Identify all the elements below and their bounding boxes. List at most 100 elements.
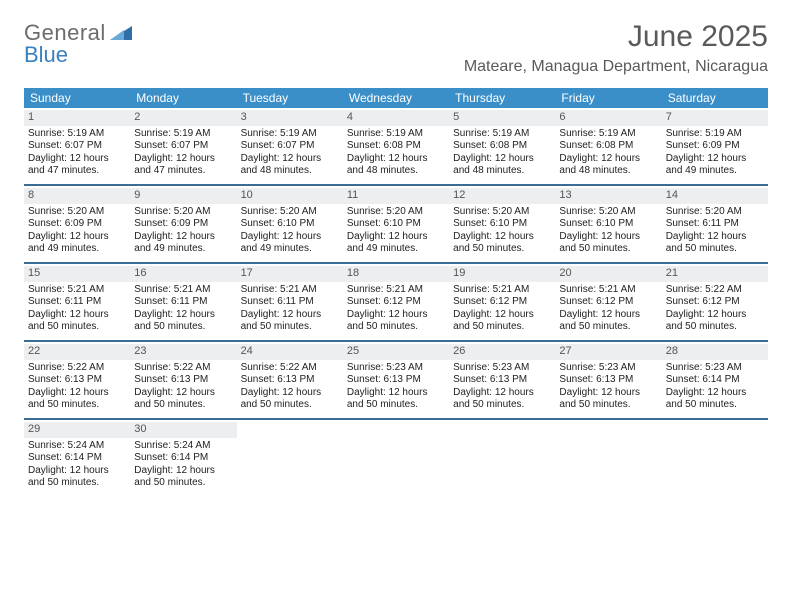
day-number: 28 bbox=[662, 344, 768, 360]
calendar-week: 22Sunrise: 5:22 AMSunset: 6:13 PMDayligh… bbox=[24, 342, 768, 420]
sunset-line: Sunset: 6:13 PM bbox=[347, 374, 445, 387]
daylight-line: Daylight: 12 hours and 49 minutes. bbox=[28, 231, 126, 256]
day-number: 12 bbox=[449, 188, 555, 204]
daylight-line: Daylight: 12 hours and 48 minutes. bbox=[453, 153, 551, 178]
day-number: 17 bbox=[237, 266, 343, 282]
sunrise-line: Sunrise: 5:23 AM bbox=[666, 362, 764, 375]
day-number: 13 bbox=[555, 188, 661, 204]
sunrise-line: Sunrise: 5:24 AM bbox=[134, 440, 232, 453]
day-number: 21 bbox=[662, 266, 768, 282]
daylight-line: Daylight: 12 hours and 47 minutes. bbox=[28, 153, 126, 178]
sunset-line: Sunset: 6:08 PM bbox=[559, 140, 657, 153]
daylight-line: Daylight: 12 hours and 50 minutes. bbox=[666, 387, 764, 412]
daylight-line: Daylight: 12 hours and 50 minutes. bbox=[559, 387, 657, 412]
page-header: General June 2025 Mateare, Managua Depar… bbox=[24, 20, 768, 82]
sunset-line: Sunset: 6:09 PM bbox=[134, 218, 232, 231]
weekday-label: Friday bbox=[555, 88, 661, 108]
day-number: 6 bbox=[555, 110, 661, 126]
calendar-cell: 20Sunrise: 5:21 AMSunset: 6:12 PMDayligh… bbox=[555, 264, 661, 340]
calendar-cell bbox=[343, 420, 449, 496]
sunset-line: Sunset: 6:14 PM bbox=[134, 452, 232, 465]
daylight-line: Daylight: 12 hours and 48 minutes. bbox=[241, 153, 339, 178]
calendar-weeks: 1Sunrise: 5:19 AMSunset: 6:07 PMDaylight… bbox=[24, 108, 768, 496]
sunrise-line: Sunrise: 5:21 AM bbox=[134, 284, 232, 297]
daylight-line: Daylight: 12 hours and 50 minutes. bbox=[347, 309, 445, 334]
daylight-line: Daylight: 12 hours and 50 minutes. bbox=[134, 387, 232, 412]
calendar-cell: 24Sunrise: 5:22 AMSunset: 6:13 PMDayligh… bbox=[237, 342, 343, 418]
day-number: 25 bbox=[343, 344, 449, 360]
calendar-cell bbox=[662, 420, 768, 496]
calendar-cell: 21Sunrise: 5:22 AMSunset: 6:12 PMDayligh… bbox=[662, 264, 768, 340]
sunset-line: Sunset: 6:07 PM bbox=[28, 140, 126, 153]
sunrise-line: Sunrise: 5:23 AM bbox=[453, 362, 551, 375]
daylight-line: Daylight: 12 hours and 50 minutes. bbox=[28, 387, 126, 412]
calendar-page: General June 2025 Mateare, Managua Depar… bbox=[0, 0, 792, 516]
calendar-week: 1Sunrise: 5:19 AMSunset: 6:07 PMDaylight… bbox=[24, 108, 768, 186]
sunrise-line: Sunrise: 5:21 AM bbox=[559, 284, 657, 297]
sunrise-line: Sunrise: 5:21 AM bbox=[347, 284, 445, 297]
sunrise-line: Sunrise: 5:22 AM bbox=[28, 362, 126, 375]
calendar-cell: 29Sunrise: 5:24 AMSunset: 6:14 PMDayligh… bbox=[24, 420, 130, 496]
calendar-cell: 6 Sunrise: 5:19 AMSunset: 6:08 PMDaylight… bbox=[555, 108, 661, 184]
daylight-line: Daylight: 12 hours and 48 minutes. bbox=[347, 153, 445, 178]
calendar-cell: 16Sunrise: 5:21 AMSunset: 6:11 PMDayligh… bbox=[130, 264, 236, 340]
day-number: 24 bbox=[237, 344, 343, 360]
sunrise-line: Sunrise: 5:23 AM bbox=[347, 362, 445, 375]
sunrise-line: Sunrise: 5:22 AM bbox=[241, 362, 339, 375]
daylight-line: Daylight: 12 hours and 50 minutes. bbox=[28, 465, 126, 490]
day-number: 18 bbox=[343, 266, 449, 282]
calendar-cell: 4Sunrise: 5:19 AMSunset: 6:08 PMDaylight… bbox=[343, 108, 449, 184]
calendar-cell bbox=[449, 420, 555, 496]
sunset-line: Sunset: 6:09 PM bbox=[666, 140, 764, 153]
day-number: 10 bbox=[237, 188, 343, 204]
calendar-cell: 19Sunrise: 5:21 AMSunset: 6:12 PMDayligh… bbox=[449, 264, 555, 340]
weekday-label: Monday bbox=[130, 88, 236, 108]
daylight-line: Daylight: 12 hours and 50 minutes. bbox=[241, 387, 339, 412]
daylight-line: Daylight: 12 hours and 49 minutes. bbox=[666, 153, 764, 178]
sunrise-line: Sunrise: 5:20 AM bbox=[134, 206, 232, 219]
daylight-line: Daylight: 12 hours and 50 minutes. bbox=[666, 309, 764, 334]
sunset-line: Sunset: 6:12 PM bbox=[453, 296, 551, 309]
daylight-line: Daylight: 12 hours and 48 minutes. bbox=[559, 153, 657, 178]
calendar-cell: 5Sunrise: 5:19 AMSunset: 6:08 PMDaylight… bbox=[449, 108, 555, 184]
sunset-line: Sunset: 6:07 PM bbox=[134, 140, 232, 153]
daylight-line: Daylight: 12 hours and 50 minutes. bbox=[28, 309, 126, 334]
daylight-line: Daylight: 12 hours and 50 minutes. bbox=[347, 387, 445, 412]
day-number: 4 bbox=[343, 110, 449, 126]
sunset-line: Sunset: 6:11 PM bbox=[666, 218, 764, 231]
calendar-cell: 9Sunrise: 5:20 AMSunset: 6:09 PMDaylight… bbox=[130, 186, 236, 262]
sunrise-line: Sunrise: 5:19 AM bbox=[134, 128, 232, 141]
sunset-line: Sunset: 6:13 PM bbox=[453, 374, 551, 387]
day-number: 29 bbox=[24, 422, 130, 438]
calendar-cell: 18Sunrise: 5:21 AMSunset: 6:12 PMDayligh… bbox=[343, 264, 449, 340]
sunset-line: Sunset: 6:08 PM bbox=[453, 140, 551, 153]
day-number: 27 bbox=[555, 344, 661, 360]
day-number: 30 bbox=[130, 422, 236, 438]
weekday-label: Tuesday bbox=[237, 88, 343, 108]
calendar-cell: 15Sunrise: 5:21 AMSunset: 6:11 PMDayligh… bbox=[24, 264, 130, 340]
sunset-line: Sunset: 6:10 PM bbox=[559, 218, 657, 231]
sunrise-line: Sunrise: 5:19 AM bbox=[241, 128, 339, 141]
calendar-cell: 17Sunrise: 5:21 AMSunset: 6:11 PMDayligh… bbox=[237, 264, 343, 340]
day-number: 20 bbox=[555, 266, 661, 282]
sunrise-line: Sunrise: 5:19 AM bbox=[559, 128, 657, 141]
sunset-line: Sunset: 6:12 PM bbox=[666, 296, 764, 309]
weekday-label: Sunday bbox=[24, 88, 130, 108]
calendar-week: 8Sunrise: 5:20 AMSunset: 6:09 PMDaylight… bbox=[24, 186, 768, 264]
sunrise-line: Sunrise: 5:20 AM bbox=[453, 206, 551, 219]
day-number: 15 bbox=[24, 266, 130, 282]
daylight-line: Daylight: 12 hours and 50 minutes. bbox=[453, 387, 551, 412]
calendar-cell: 11Sunrise: 5:20 AMSunset: 6:10 PMDayligh… bbox=[343, 186, 449, 262]
calendar-cell bbox=[237, 420, 343, 496]
calendar-cell: 23Sunrise: 5:22 AMSunset: 6:13 PMDayligh… bbox=[130, 342, 236, 418]
sunrise-line: Sunrise: 5:19 AM bbox=[453, 128, 551, 141]
calendar-cell: 27Sunrise: 5:23 AMSunset: 6:13 PMDayligh… bbox=[555, 342, 661, 418]
calendar-cell: 14Sunrise: 5:20 AMSunset: 6:11 PMDayligh… bbox=[662, 186, 768, 262]
calendar-week: 15Sunrise: 5:21 AMSunset: 6:11 PMDayligh… bbox=[24, 264, 768, 342]
calendar-cell: 8Sunrise: 5:20 AMSunset: 6:09 PMDaylight… bbox=[24, 186, 130, 262]
daylight-line: Daylight: 12 hours and 49 minutes. bbox=[134, 231, 232, 256]
sunrise-line: Sunrise: 5:19 AM bbox=[666, 128, 764, 141]
daylight-line: Daylight: 12 hours and 50 minutes. bbox=[134, 465, 232, 490]
day-number: 16 bbox=[130, 266, 236, 282]
logo-second-line: Blue bbox=[24, 42, 68, 68]
